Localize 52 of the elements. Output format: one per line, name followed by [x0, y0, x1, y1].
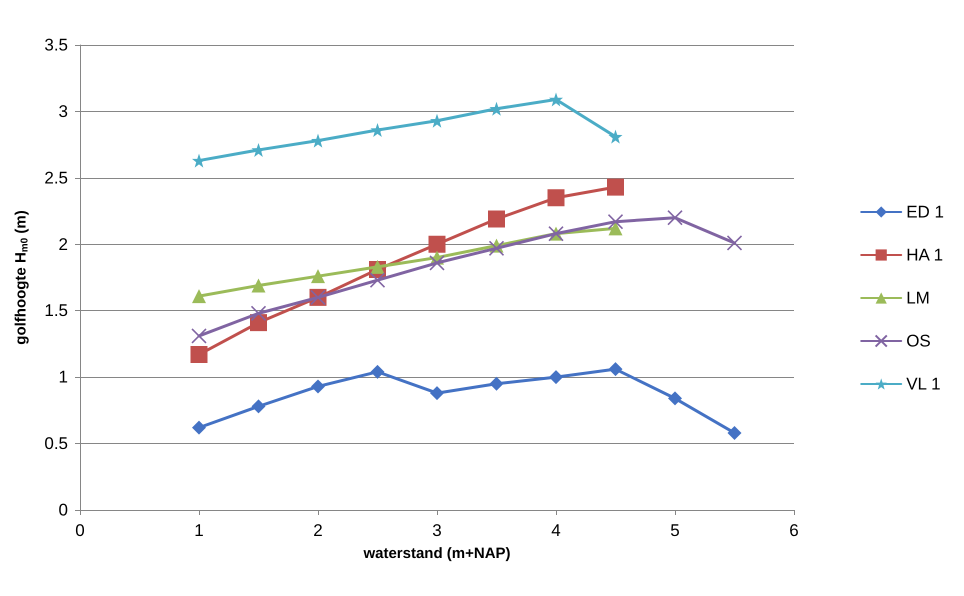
point	[549, 92, 563, 106]
point	[311, 379, 325, 394]
legend-label: LM	[906, 288, 930, 308]
legend-label: OS	[906, 332, 931, 350]
y-tick-label: 3.5	[44, 36, 68, 54]
point	[370, 272, 386, 288]
point	[728, 426, 742, 440]
point	[667, 210, 683, 226]
x-tick-label: 0	[75, 521, 85, 540]
point	[668, 391, 682, 406]
point	[370, 364, 384, 379]
y-tick-label: 0.5	[44, 434, 68, 454]
point	[488, 240, 504, 256]
y-tick-label: 2	[58, 234, 68, 254]
point	[607, 178, 624, 196]
point	[370, 260, 384, 274]
x-tick-label: 5	[670, 521, 680, 540]
legend-label: ED 1	[906, 202, 944, 222]
point	[430, 386, 444, 400]
x-tick-label: 1	[194, 521, 204, 540]
x-tick-label: 4	[551, 521, 561, 540]
point	[252, 278, 266, 292]
point	[192, 289, 206, 304]
point	[250, 306, 266, 322]
y-tick-label: 3	[58, 102, 68, 121]
point	[190, 346, 208, 364]
y-axis-title: golfhoogte Hm0 (m)	[12, 210, 30, 345]
point	[311, 269, 325, 284]
point	[490, 376, 504, 391]
point	[428, 236, 446, 253]
legend-label: VL 1	[906, 374, 941, 394]
point	[429, 255, 445, 271]
point	[191, 328, 207, 344]
point	[608, 130, 622, 144]
y-tick-label: 1.5	[44, 301, 68, 320]
x-tick-label: 6	[789, 521, 799, 540]
point	[488, 210, 505, 228]
point	[608, 214, 624, 230]
point	[252, 399, 266, 414]
y-tick-label: 1	[58, 368, 68, 387]
legend-label: HA 1	[906, 246, 944, 264]
point	[549, 370, 563, 384]
point	[608, 362, 622, 376]
point	[608, 221, 622, 236]
point	[726, 235, 742, 251]
y-tick-label: 0	[58, 500, 68, 520]
x-tick-label: 2	[313, 521, 323, 540]
point	[548, 189, 564, 206]
x-tick-label: 3	[432, 521, 442, 540]
y-tick-label: 2.5	[44, 168, 68, 188]
point	[192, 420, 206, 435]
x-axis-title: waterstand (m+NAP)	[362, 545, 511, 562]
